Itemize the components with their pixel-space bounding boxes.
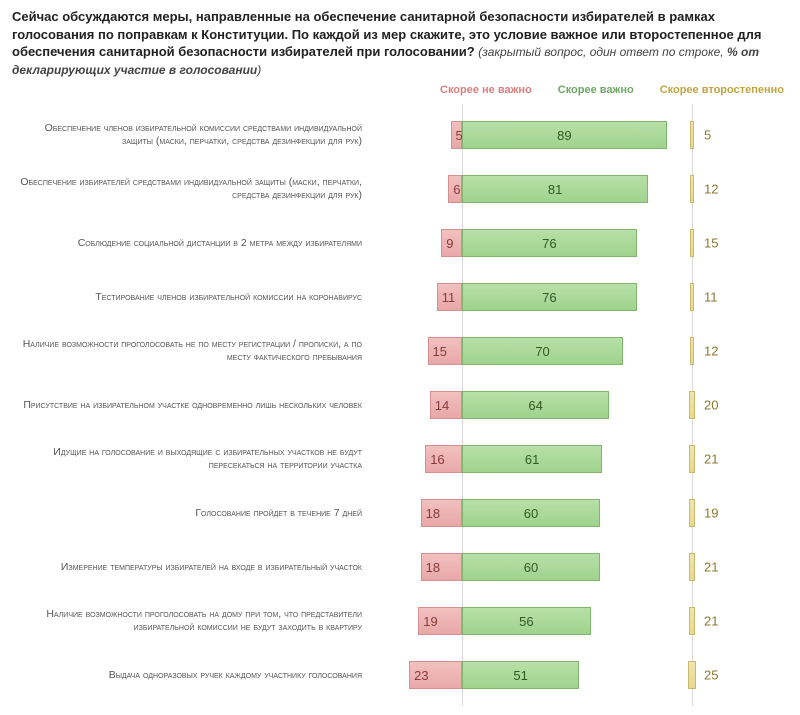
bar-important: 81 [462, 175, 648, 203]
chart-row: Тестирование членов избирательной комисс… [12, 270, 788, 324]
value-secondary: 11 [704, 290, 718, 305]
row-barzone: 681 12 [372, 162, 772, 216]
row-barzone: 2351 25 [372, 648, 772, 702]
bar-not-important: 11 [437, 283, 462, 311]
row-label: Наличие возможности проголосовать на дом… [12, 608, 372, 634]
row-barzone: 1661 21 [372, 432, 772, 486]
chart-row: Присутствие на избирательном участке одн… [12, 378, 788, 432]
row-barzone: 1860 19 [372, 486, 772, 540]
bar-secondary [690, 175, 694, 203]
bar-not-important: 9 [441, 229, 462, 257]
value-secondary: 25 [704, 668, 718, 683]
row-barzone: 976 15 [372, 216, 772, 270]
chart-row: Обеспечение избирателей средствами индив… [12, 162, 788, 216]
bar-important: 64 [462, 391, 609, 419]
value-secondary: 12 [704, 182, 718, 197]
row-label: Тестирование членов избирательной комисс… [12, 291, 372, 304]
chart-rows: Обеспечение членов избирательной комисси… [12, 108, 788, 702]
chart-row: Наличие возможности проголосовать на дом… [12, 594, 788, 648]
chart-row: Обеспечение членов избирательной комисси… [12, 108, 788, 162]
row-barzone: 1860 21 [372, 540, 772, 594]
bar-important: 70 [462, 337, 623, 365]
bar-important: 60 [462, 553, 600, 581]
bar-not-important: 18 [421, 499, 462, 527]
legend-not-important: Скорее не важно [440, 84, 532, 96]
bar-not-important: 6 [448, 175, 462, 203]
chart-row: Измерение температуры избирателей на вхо… [12, 540, 788, 594]
bar-not-important: 23 [409, 661, 462, 689]
row-label: Обеспечение членов избирательной комисси… [12, 122, 372, 148]
bar-important: 56 [462, 607, 591, 635]
bar-secondary [690, 283, 694, 311]
row-barzone: 5895 [372, 108, 772, 162]
bar-secondary [689, 499, 695, 527]
bar-not-important: 15 [428, 337, 463, 365]
value-secondary: 12 [704, 344, 718, 359]
bar-not-important: 14 [430, 391, 462, 419]
value-secondary: 5 [704, 128, 711, 143]
bar-not-important: 19 [418, 607, 462, 635]
bar-secondary [689, 445, 695, 473]
value-secondary: 21 [704, 452, 718, 467]
bar-secondary [689, 607, 695, 635]
row-label: Наличие возможности проголосовать не по … [12, 338, 372, 364]
bar-secondary [689, 553, 695, 581]
row-barzone: 117611 [372, 270, 772, 324]
row-label: Идущие на голосование и выходящие с изби… [12, 446, 372, 472]
row-label: Присутствие на избирательном участке одн… [12, 399, 372, 412]
row-label: Соблюдение социальной дистанции в 2 метр… [12, 237, 372, 250]
bar-important: 76 [462, 229, 637, 257]
bar-secondary [690, 121, 694, 149]
row-label: Измерение температуры избирателей на вхо… [12, 561, 372, 574]
chart-legend: Скорее не важно Скорее важно Скорее втор… [12, 84, 788, 96]
bar-important: 76 [462, 283, 637, 311]
bar-secondary [690, 229, 695, 257]
chart-row: Идущие на голосование и выходящие с изби… [12, 432, 788, 486]
survey-question: Сейчас обсуждаются меры, направленные на… [12, 8, 788, 78]
chart-row: Голосование пройдет в течение 7 дней1860… [12, 486, 788, 540]
value-secondary: 15 [704, 236, 718, 251]
row-label: Голосование пройдет в течение 7 дней [12, 507, 372, 520]
chart-row: Соблюдение социальной дистанции в 2 метр… [12, 216, 788, 270]
bar-secondary [688, 661, 696, 689]
value-secondary: 19 [704, 506, 718, 521]
row-barzone: 1464 20 [372, 378, 772, 432]
row-label: Выдача одноразовых ручек каждому участни… [12, 669, 372, 682]
bar-not-important: 18 [421, 553, 462, 581]
value-secondary: 20 [704, 398, 718, 413]
bar-secondary [690, 337, 694, 365]
bar-important: 61 [462, 445, 602, 473]
value-secondary: 21 [704, 614, 718, 629]
chart-row: Наличие возможности проголосовать не по … [12, 324, 788, 378]
legend-important: Скорее важно [558, 84, 634, 96]
row-barzone: 1956 21 [372, 594, 772, 648]
value-secondary: 21 [704, 560, 718, 575]
row-barzone: 1570 12 [372, 324, 772, 378]
bar-not-important: 16 [425, 445, 462, 473]
bar-secondary [689, 391, 695, 419]
legend-secondary: Скорее второстепенно [660, 84, 784, 96]
bar-important: 60 [462, 499, 600, 527]
bar-important: 51 [462, 661, 579, 689]
row-label: Обеспечение избирателей средствами индив… [12, 176, 372, 202]
chart-row: Выдача одноразовых ручек каждому участни… [12, 648, 788, 702]
bar-important: 89 [462, 121, 667, 149]
bar-not-important: 5 [451, 121, 463, 149]
